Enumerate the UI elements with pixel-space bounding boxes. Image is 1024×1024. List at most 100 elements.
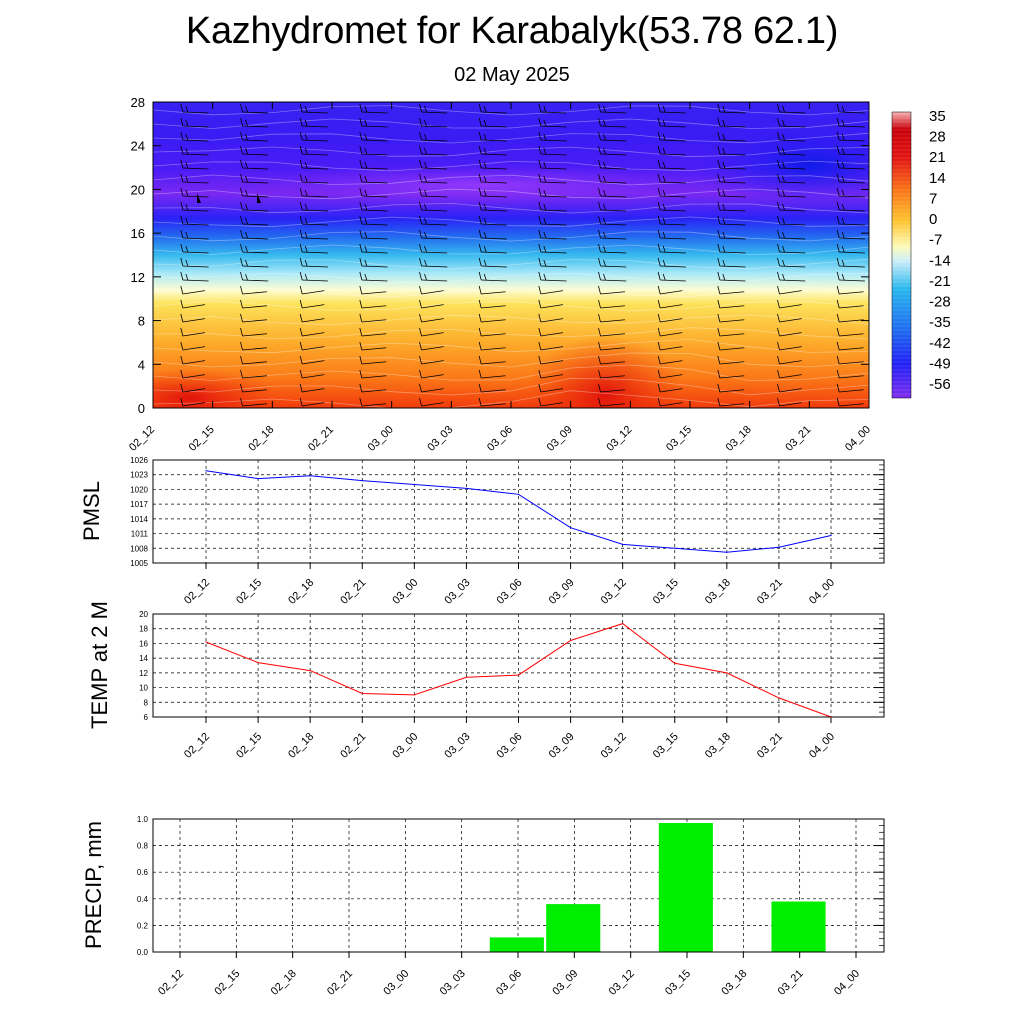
wind-barb-feather (180, 187, 184, 197)
wind-barb (719, 139, 746, 142)
temp-y-label: TEMP at 2 M (87, 601, 112, 729)
wind-barb-feather (364, 133, 368, 141)
heatmap-x-tick-label: 02_18 (246, 424, 276, 454)
wind-barb-feather (717, 159, 721, 169)
wind-barb-feather (299, 229, 303, 239)
wind-barb (182, 290, 206, 295)
heatmap-x-tick-label: 02_12 (127, 424, 157, 454)
wind-barb-feather (483, 231, 487, 239)
wind-barb (361, 153, 388, 156)
wind-barb-feather (603, 245, 606, 253)
wind-barb (839, 319, 864, 323)
wind-barb-feather (478, 327, 482, 337)
wind-barb-feather (836, 159, 840, 169)
temp-x-tick-label: 02_12 (182, 731, 212, 761)
wind-barb-feather (722, 133, 726, 141)
wind-barb (421, 374, 444, 379)
precip-x-tick-label: 02_18 (269, 968, 299, 998)
wind-barb (302, 251, 328, 254)
wind-barb-feather (364, 161, 368, 169)
wind-barb (302, 125, 328, 128)
wind-barb (302, 360, 325, 365)
wind-barb-feather (419, 313, 422, 323)
wind-barb-feather (185, 203, 189, 211)
wind-barb-feather (777, 397, 780, 407)
wind-barb-feather (543, 175, 547, 183)
pmsl-point (517, 493, 520, 495)
pmsl-x-tick-label: 02_21 (338, 577, 368, 607)
wind-barb-feather (299, 103, 303, 113)
wind-barb (242, 279, 269, 282)
wind-barb-feather (419, 383, 422, 393)
wind-barb (302, 209, 328, 212)
wind-barb-feather (478, 341, 482, 351)
wind-barb (660, 279, 686, 282)
wind-barb-feather (359, 187, 363, 197)
wind-barb-feather (722, 231, 726, 239)
wind-barb (779, 290, 802, 295)
wind-barb-feather (185, 245, 189, 253)
wind-barb-feather (364, 189, 368, 197)
wind-barb-feather (777, 299, 780, 309)
wind-barb (660, 304, 683, 309)
wind-barb (302, 346, 325, 351)
pmsl-point (726, 551, 728, 553)
wind-barb-feather (185, 175, 189, 183)
colorbar-label: -56 (929, 376, 951, 393)
wind-barb (660, 209, 686, 212)
wind-barb-feather (424, 147, 427, 155)
wind-barb-feather (841, 133, 845, 141)
wind-barb (779, 279, 806, 282)
wind-barb (600, 347, 625, 351)
wind-barb-feather (717, 257, 721, 267)
wind-barb-feather (717, 187, 721, 197)
pmsl-y-tick-label: 1014 (130, 515, 148, 524)
wind-barb (361, 291, 387, 295)
wind-barb-feather (782, 133, 785, 141)
wind-barb (779, 402, 802, 407)
wind-barb-feather (657, 187, 661, 197)
wind-barb-feather (543, 105, 547, 113)
wind-barb (660, 318, 683, 323)
wind-barb-feather (240, 229, 243, 239)
temp-point (517, 674, 520, 676)
wind-barb-feather (543, 259, 547, 267)
wind-barb-feather (836, 327, 840, 337)
wind-barb (481, 181, 507, 184)
wind-barb-feather (722, 105, 726, 113)
wind-barb (660, 388, 683, 393)
wind-barb (719, 195, 746, 198)
precip-x-tick-label: 03_18 (719, 968, 749, 998)
wind-barb-feather (657, 145, 661, 155)
wind-barb-feather (598, 243, 601, 253)
wind-barb-feather (662, 147, 666, 155)
precip-y-tick-label: 0.6 (137, 868, 149, 877)
wind-barb-feather (836, 397, 840, 407)
wind-barb (242, 139, 269, 142)
precip-bar (489, 937, 544, 952)
wind-barb-feather (240, 313, 243, 323)
wind-barb (481, 279, 507, 282)
wind-barb-feather (299, 159, 303, 169)
wind-barb (242, 153, 269, 156)
wind-barb-feather (662, 217, 666, 225)
contour-line (153, 258, 869, 270)
wind-barb-feather (245, 147, 248, 155)
wind-barb-feather (777, 215, 780, 225)
pmsl-point (830, 534, 832, 537)
wind-barb (182, 346, 206, 351)
wind-barb-feather (538, 173, 542, 183)
wind-barb-feather (777, 201, 780, 211)
wind-barb-feather (782, 217, 785, 225)
wind-barb-feather (304, 231, 308, 239)
temp-point (465, 676, 468, 678)
wind-barb-feather (180, 103, 184, 113)
chart-title: Kazhydromet for Karabalyk(53.78 62.1) (185, 10, 839, 52)
pmsl-x-tick-label: 04_00 (807, 577, 837, 607)
wind-barb-feather (304, 259, 308, 267)
wind-barb-feather (478, 299, 482, 309)
wind-barb-feather (836, 243, 840, 253)
heatmap-x-tick-label: 02_15 (187, 424, 217, 454)
wind-barb-feather (478, 103, 482, 113)
pmsl-x-tick-label: 03_15 (651, 577, 681, 607)
